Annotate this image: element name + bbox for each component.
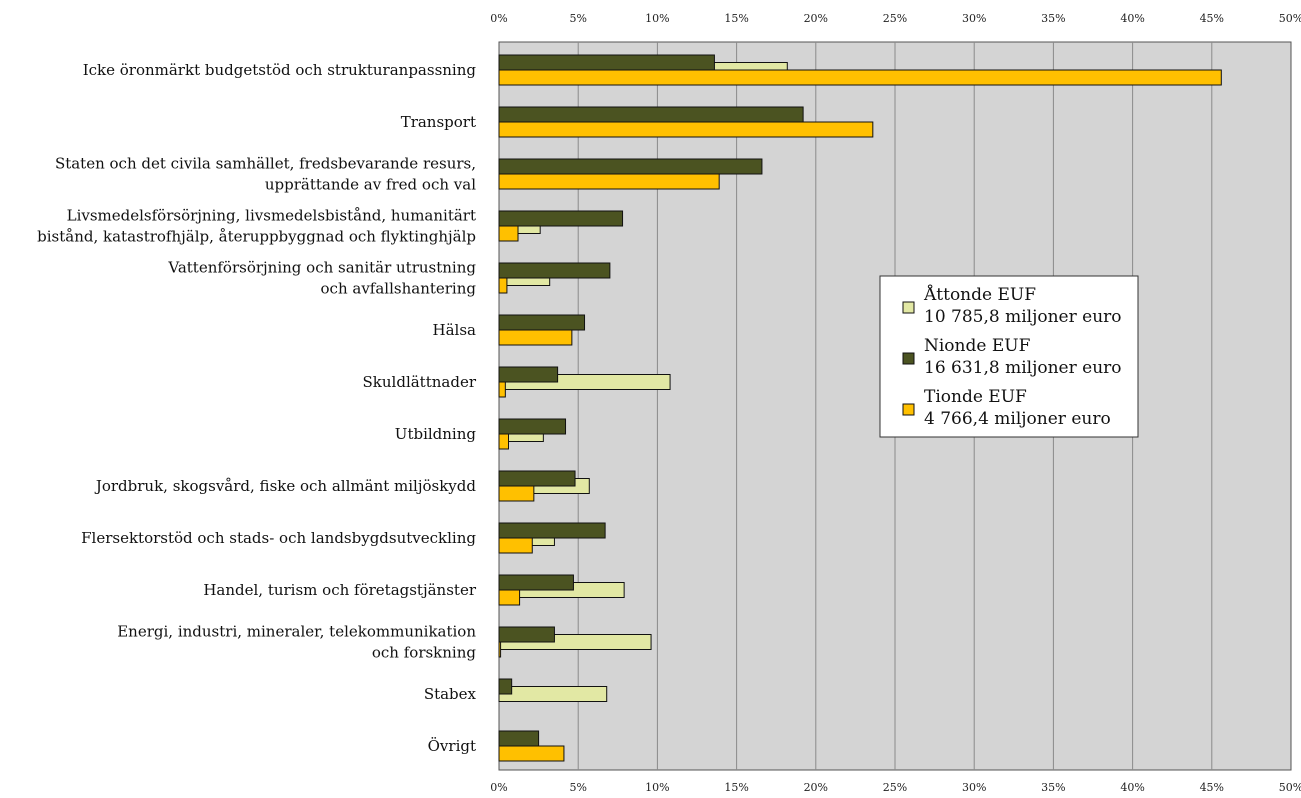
category-label: Flersektorstöd och stads- och landsbygds… (81, 529, 476, 547)
top-tick-label: 5% (569, 12, 586, 25)
bar-tionde-euf (498, 485, 535, 502)
top-tick-label: 0% (490, 12, 507, 25)
bar-tionde-euf (498, 433, 510, 450)
category-label: Stabex (424, 685, 477, 703)
bottom-tick-label: 35% (1041, 781, 1065, 794)
bottom-tick-label: 40% (1120, 781, 1144, 794)
legend-label: 4 766,4 miljoner euro (924, 409, 1111, 429)
legend-label: 16 631,8 miljoner euro (924, 358, 1122, 378)
legend-swatch (902, 352, 915, 365)
legend-swatch (902, 301, 915, 314)
bottom-tick-label: 25% (883, 781, 907, 794)
category-label: Utbildning (395, 425, 477, 443)
legend-label: 10 785,8 miljoner euro (924, 307, 1122, 327)
category-label: Vattenförsörjning och sanitär utrustning (167, 259, 476, 277)
bar-nionde-euf (498, 158, 763, 175)
category-label: Handel, turism och företagstjänster (203, 581, 476, 599)
bar-nionde-euf (498, 314, 586, 331)
bar-tionde-euf (498, 225, 519, 242)
bar-nionde-euf (498, 106, 804, 123)
bar-nionde-euf (498, 574, 574, 591)
bar-nionde-euf (498, 522, 606, 539)
bottom-tick-label: 5% (569, 781, 586, 794)
bars (498, 54, 1222, 762)
bottom-axis-ticks: 0% 5% 10% 15% 20% 25% 30% 35% 40% 45% 50% (490, 781, 1301, 794)
top-tick-label: 50% (1279, 12, 1301, 25)
category-label: upprättande av fred och val (265, 176, 476, 194)
top-tick-label: 25% (883, 12, 907, 25)
bottom-tick-label: 30% (962, 781, 986, 794)
top-tick-label: 35% (1041, 12, 1065, 25)
category-label: Hälsa (433, 321, 477, 339)
bar-tionde-euf (498, 121, 874, 138)
bar-nionde-euf (498, 262, 611, 279)
bottom-tick-label: 0% (490, 781, 507, 794)
legend-label: Åttonde EUF (923, 284, 1036, 305)
bar-tionde-euf (498, 589, 521, 606)
category-label: Livsmedelsförsörjning, livsmedelsbistånd… (67, 207, 476, 225)
bar-nionde-euf (498, 730, 540, 747)
legend-box (879, 275, 1139, 438)
category-label: Övrigt (428, 737, 476, 755)
bar-tionde-euf (498, 381, 506, 398)
bar-tionde-euf (498, 277, 508, 294)
bar-nionde-euf (498, 210, 624, 227)
bar-attonde-euf (498, 686, 608, 702)
bottom-tick-label: 20% (804, 781, 828, 794)
bar-tionde-euf (498, 537, 533, 554)
top-tick-label: 10% (645, 12, 669, 25)
category-label: bistånd, katastrofhjälp, återuppbyggnad … (37, 228, 476, 246)
bottom-tick-label: 15% (724, 781, 748, 794)
top-tick-label: 30% (962, 12, 986, 25)
category-label: Energi, industri, mineraler, telekommuni… (117, 623, 476, 641)
bar-tionde-euf (498, 745, 565, 762)
bar-tionde-euf (498, 173, 720, 190)
bar-tionde-euf (498, 69, 1222, 86)
bar-nionde-euf (498, 470, 576, 487)
category-labels: Icke öronmärkt budgetstöd och strukturan… (37, 61, 477, 755)
category-label: Icke öronmärkt budgetstöd och strukturan… (83, 61, 477, 79)
legend-label: Nionde EUF (924, 336, 1031, 356)
category-label: Transport (401, 113, 476, 131)
category-label: Staten och det civila samhället, fredsbe… (55, 155, 476, 173)
bottom-tick-label: 10% (645, 781, 669, 794)
legend-label: Tionde EUF (924, 387, 1027, 407)
bar-tionde-euf (498, 329, 573, 346)
top-axis-ticks: 0% 5% 10% 15% 20% 25% 30% 35% 40% 45% 50% (490, 12, 1301, 25)
bar-nionde-euf (498, 366, 559, 383)
bar-nionde-euf (498, 678, 513, 695)
top-tick-label: 15% (724, 12, 748, 25)
category-label: Skuldlättnader (363, 373, 477, 391)
bar-nionde-euf (498, 626, 555, 643)
bar-nionde-euf (498, 54, 715, 71)
bar-nionde-euf (498, 418, 567, 435)
bar-tionde-euf (498, 641, 502, 658)
legend-swatch (902, 403, 915, 416)
top-tick-label: 20% (804, 12, 828, 25)
category-label: Jordbruk, skogsvård, fiske och allmänt m… (94, 477, 477, 495)
top-tick-label: 45% (1200, 12, 1224, 25)
category-label: och avfallshantering (321, 280, 477, 298)
bottom-tick-label: 50% (1279, 781, 1301, 794)
category-label: och forskning (372, 644, 477, 662)
top-tick-label: 40% (1120, 12, 1144, 25)
bottom-tick-label: 45% (1200, 781, 1224, 794)
